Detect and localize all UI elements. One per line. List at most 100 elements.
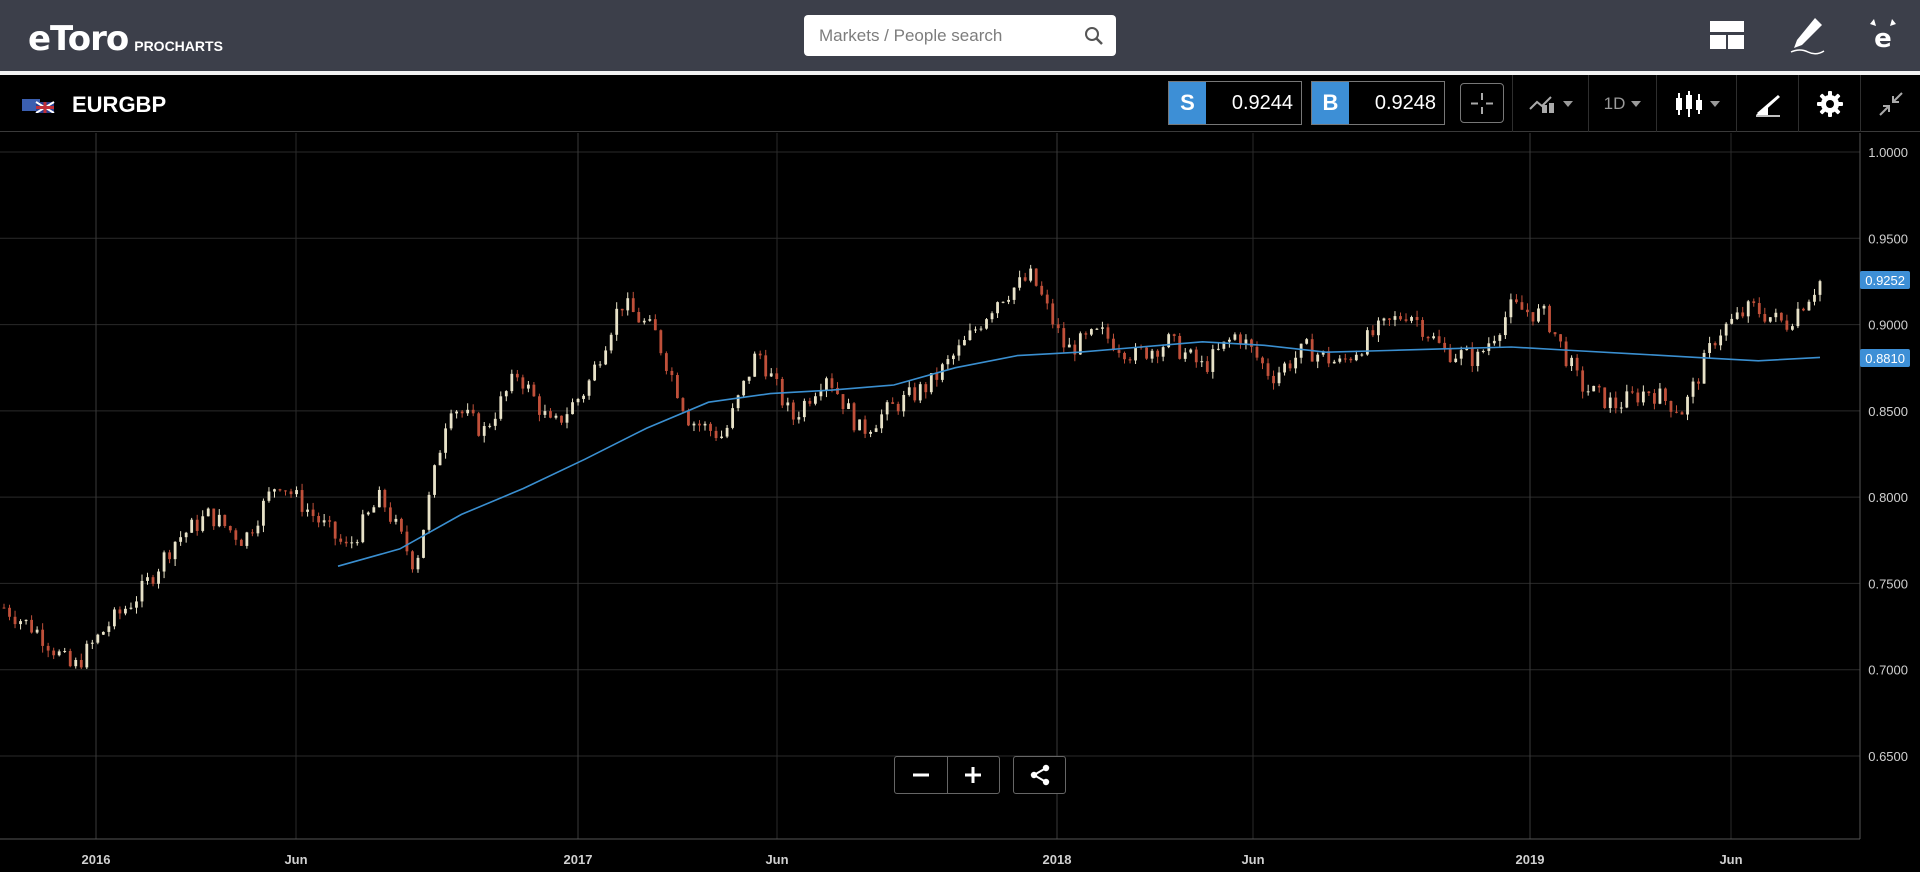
candle-body	[1034, 268, 1038, 286]
candle-body	[422, 529, 425, 558]
candle-body	[1492, 340, 1496, 344]
candle-body	[582, 395, 585, 399]
candle-body	[1664, 388, 1667, 401]
instrument-symbol[interactable]: EURGBP	[72, 92, 167, 117]
candle-body	[1283, 363, 1286, 373]
candle-body	[874, 428, 878, 432]
candle-body	[852, 403, 856, 431]
candle-body	[747, 376, 751, 381]
crosshair-button[interactable]	[1460, 83, 1504, 123]
etoro-logo[interactable]: eToro PROCHARTS	[28, 14, 223, 56]
candle-body	[339, 538, 343, 542]
candle-body	[687, 410, 690, 426]
candle-body	[1653, 393, 1656, 404]
zoom-in-button[interactable]	[946, 757, 1000, 793]
candle-body	[885, 402, 889, 415]
candle-body	[725, 427, 729, 437]
candle-body	[1007, 299, 1010, 302]
candle-body	[560, 415, 563, 423]
price-tick-label: 1.0000	[1868, 145, 1908, 160]
candle-body	[278, 489, 282, 491]
candle-body	[907, 387, 911, 395]
share-button[interactable]	[1013, 756, 1066, 794]
search-box[interactable]	[804, 15, 1116, 56]
candle-body	[157, 571, 160, 584]
candle-body	[681, 398, 685, 411]
candle-body	[626, 298, 630, 311]
candle-body	[289, 491, 293, 495]
candle-body	[1724, 323, 1728, 336]
candle-body	[344, 541, 348, 544]
candle-body	[1630, 391, 1634, 393]
settings-button[interactable]	[1798, 75, 1860, 132]
candle-body	[1101, 327, 1104, 329]
search-icon[interactable]	[1084, 26, 1104, 46]
chart-type-dropdown[interactable]	[1656, 75, 1736, 132]
candle-body	[1520, 302, 1524, 310]
candle-body	[1349, 358, 1353, 361]
crosshair-icon	[1471, 93, 1493, 114]
pencil-icon[interactable]	[1786, 14, 1828, 56]
candle-body	[1785, 320, 1789, 330]
candle-body	[1194, 349, 1198, 363]
candle-body	[482, 426, 486, 436]
candle-body	[1421, 320, 1424, 337]
candle-body	[1774, 312, 1778, 318]
settings-icon	[1816, 90, 1843, 117]
timeframe-label: 1D	[1603, 93, 1626, 113]
candle-body	[306, 509, 309, 512]
candle-body	[1388, 318, 1391, 320]
time-tick-label: Jun	[765, 852, 788, 867]
candle-body	[1023, 277, 1027, 281]
candle-body	[1619, 407, 1623, 409]
candle-body	[1614, 397, 1618, 409]
candle-body	[41, 629, 45, 646]
candle-body	[648, 319, 652, 321]
candle-body	[1697, 381, 1700, 384]
candle-body	[604, 350, 608, 365]
header-divider	[0, 71, 1920, 75]
candle-body	[90, 642, 94, 644]
candle-body	[1045, 294, 1049, 304]
candle-body	[1261, 357, 1264, 364]
candle-body	[1730, 318, 1734, 324]
chart-grid	[0, 133, 1860, 839]
collapse-button[interactable]	[1860, 75, 1920, 132]
logo-wordmark: eToro	[28, 19, 129, 59]
plus-icon	[965, 767, 982, 783]
candle-body	[162, 552, 166, 572]
timeframe-dropdown[interactable]: 1D	[1588, 75, 1656, 132]
candle-body	[383, 489, 387, 508]
candle-body	[63, 651, 67, 653]
layout-icon[interactable]	[1706, 14, 1748, 56]
candle-body	[135, 601, 138, 608]
candle-body	[1526, 309, 1529, 313]
sell-button[interactable]: S 0.9244	[1168, 81, 1302, 125]
candle-body	[869, 431, 873, 434]
eu-uk-flag-icon	[22, 99, 55, 113]
candle-body	[101, 631, 105, 635]
candle-body	[444, 428, 447, 453]
candle-body	[8, 607, 11, 617]
profile-e-icon[interactable]: e	[1862, 14, 1904, 56]
buy-button[interactable]: B 0.9248	[1311, 81, 1445, 125]
candle-body	[350, 542, 354, 544]
candle-body	[797, 417, 801, 420]
candle-body	[615, 308, 619, 335]
candle-body	[968, 330, 972, 340]
drawing-tools-button[interactable]	[1736, 75, 1798, 132]
candle-body	[1227, 339, 1231, 342]
indicator-dropdown[interactable]	[1512, 75, 1588, 132]
candle-body	[217, 514, 221, 527]
candle-body	[692, 423, 696, 426]
candle-body	[250, 532, 254, 534]
last-price-tag: 0.9252	[1860, 271, 1910, 289]
candle-body	[1432, 336, 1436, 339]
search-input[interactable]	[804, 15, 1074, 56]
buy-label: B	[1312, 82, 1349, 124]
candle-body	[190, 519, 194, 533]
price-tick-label: 0.8000	[1868, 490, 1908, 505]
candle-body	[1603, 387, 1607, 409]
zoom-out-button[interactable]	[895, 757, 947, 793]
candle-body	[1134, 346, 1137, 361]
